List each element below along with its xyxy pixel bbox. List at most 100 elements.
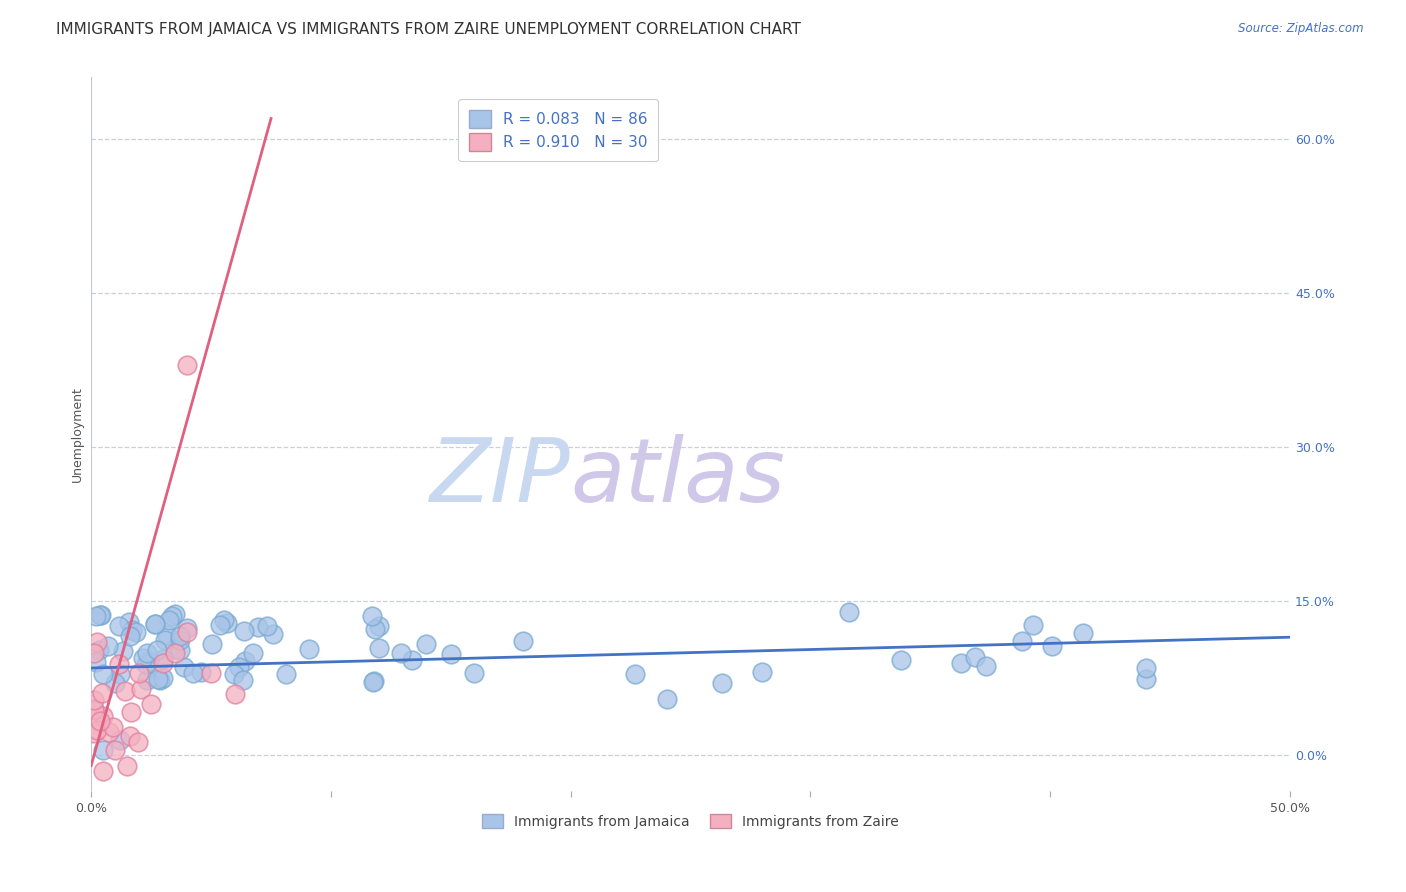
Point [363, 673, 385, 688]
Point [212, 613, 235, 627]
Point [401, 653, 423, 667]
Point [91, 709, 114, 723]
Point [163, 642, 186, 657]
Point [111, 644, 134, 658]
Point [120, 705, 142, 719]
Point [950, 656, 973, 670]
Point [361, 674, 384, 689]
Point [89, 643, 111, 657]
Point [181, 665, 204, 680]
Point [890, 652, 912, 666]
Point [160, 608, 183, 623]
Point [415, 637, 437, 651]
Point [152, 656, 174, 670]
Point [361, 608, 384, 623]
Point [176, 625, 198, 640]
Point [86, 723, 108, 737]
Point [115, 758, 138, 772]
Point [90, 686, 112, 700]
Point [118, 615, 141, 630]
Text: atlas: atlas [571, 434, 786, 520]
Point [246, 620, 269, 634]
Point [232, 624, 254, 638]
Point [838, 605, 860, 619]
Point [83, 692, 105, 706]
Point [242, 646, 264, 660]
Point [90, 607, 112, 622]
Point [710, 676, 733, 690]
Point [1071, 626, 1094, 640]
Point [655, 691, 678, 706]
Point [190, 665, 212, 679]
Point [169, 632, 191, 647]
Point [91, 743, 114, 757]
Point [132, 650, 155, 665]
Point [298, 642, 321, 657]
Point [139, 697, 162, 711]
Point [1040, 639, 1063, 653]
Point [152, 651, 174, 665]
Point [108, 732, 131, 747]
Point [222, 666, 245, 681]
Point [173, 659, 195, 673]
Point [201, 638, 224, 652]
Point [165, 646, 187, 660]
Point [149, 673, 172, 687]
Point [104, 743, 127, 757]
Point [108, 666, 131, 681]
Point [136, 673, 159, 688]
Text: IMMIGRANTS FROM JAMAICA VS IMMIGRANTS FROM ZAIRE UNEMPLOYMENT CORRELATION CHART: IMMIGRANTS FROM JAMAICA VS IMMIGRANTS FR… [56, 22, 801, 37]
Point [114, 684, 136, 698]
Point [208, 618, 231, 632]
Point [163, 607, 186, 621]
Point [176, 621, 198, 635]
Point [91, 764, 114, 778]
Point [169, 643, 191, 657]
Point [83, 703, 105, 717]
Point [974, 659, 997, 673]
Point [108, 657, 131, 672]
Point [364, 622, 387, 636]
Point [200, 666, 222, 681]
Point [217, 615, 239, 630]
Point [118, 629, 141, 643]
Point [463, 665, 485, 680]
Point [228, 660, 250, 674]
Y-axis label: Unemployment: Unemployment [72, 386, 84, 483]
Point [143, 617, 166, 632]
Point [127, 735, 149, 749]
Point [157, 614, 180, 628]
Point [91, 667, 114, 681]
Point [368, 641, 391, 656]
Point [389, 646, 412, 660]
Point [1022, 618, 1045, 632]
Point [86, 635, 108, 649]
Point [84, 655, 107, 669]
Point [138, 654, 160, 668]
Text: Source: ZipAtlas.com: Source: ZipAtlas.com [1239, 22, 1364, 36]
Point [512, 633, 534, 648]
Point [135, 657, 157, 671]
Point [276, 667, 298, 681]
Point [118, 729, 141, 743]
Point [107, 619, 129, 633]
Point [128, 666, 150, 681]
Point [83, 701, 105, 715]
Point [233, 654, 256, 668]
Point [125, 624, 148, 639]
Point [146, 643, 169, 657]
Point [224, 687, 246, 701]
Text: ZIP: ZIP [430, 434, 571, 520]
Point [98, 724, 121, 739]
Point [121, 623, 143, 637]
Point [1135, 672, 1157, 686]
Point [1135, 661, 1157, 675]
Point [84, 608, 107, 623]
Point [83, 646, 105, 660]
Point [156, 628, 179, 642]
Point [169, 629, 191, 643]
Point [145, 616, 167, 631]
Point [440, 647, 463, 661]
Point [1011, 634, 1033, 648]
Point [623, 666, 645, 681]
